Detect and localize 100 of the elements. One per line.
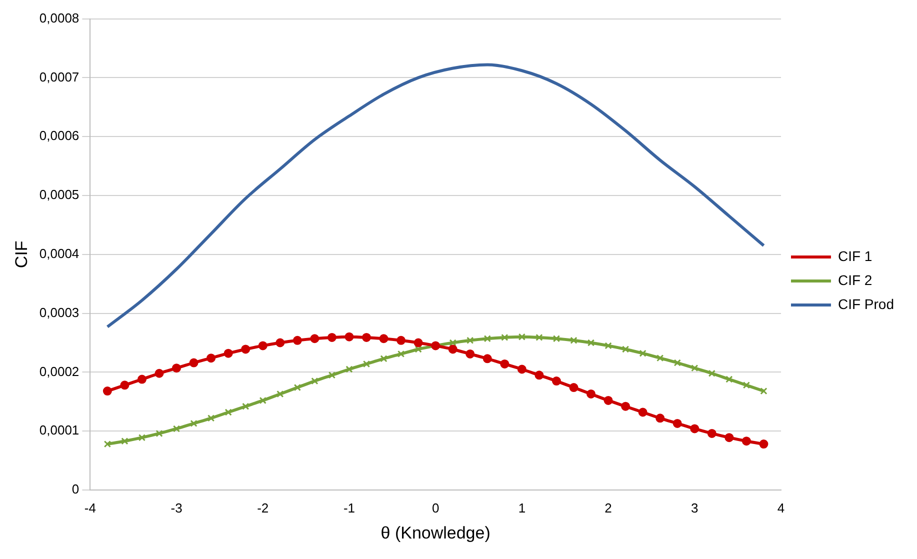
point xyxy=(517,364,526,374)
line-series xyxy=(106,63,766,328)
y-tick-label: 0,0001 xyxy=(39,422,80,438)
point xyxy=(501,334,508,342)
point xyxy=(362,332,371,342)
x-tick-label: -3 xyxy=(170,500,182,516)
point xyxy=(569,383,578,392)
x-tick-label: 2 xyxy=(604,500,612,516)
point xyxy=(552,376,561,386)
point xyxy=(327,332,336,342)
point xyxy=(154,368,164,378)
point xyxy=(224,348,233,358)
x-tick-label: 4 xyxy=(777,500,785,516)
point xyxy=(552,335,560,342)
point xyxy=(466,349,475,358)
point xyxy=(482,354,492,364)
point xyxy=(708,370,716,377)
point xyxy=(518,333,526,340)
point xyxy=(742,382,750,389)
point xyxy=(172,425,180,432)
point xyxy=(310,334,320,344)
y-tick-label: 0,0006 xyxy=(39,128,80,144)
point xyxy=(102,386,112,396)
x-tick-label: -1 xyxy=(343,500,355,516)
point xyxy=(656,414,665,423)
point xyxy=(207,414,215,422)
y-tick-label: 0,0004 xyxy=(39,246,80,261)
point xyxy=(156,430,163,438)
point xyxy=(690,424,700,434)
point xyxy=(206,354,216,363)
point xyxy=(759,440,768,449)
point xyxy=(674,359,681,366)
point xyxy=(742,436,751,446)
point xyxy=(622,346,630,353)
point xyxy=(586,389,596,398)
point xyxy=(138,434,146,442)
point xyxy=(121,438,128,445)
point xyxy=(241,344,250,354)
point xyxy=(397,350,405,358)
point xyxy=(414,346,422,353)
point xyxy=(104,440,112,448)
point xyxy=(621,402,630,411)
y-tick-label: 0,0003 xyxy=(39,304,80,320)
x-tick-label: 0 xyxy=(432,500,440,516)
point xyxy=(691,364,698,372)
point xyxy=(639,350,646,357)
point xyxy=(292,336,302,345)
point xyxy=(466,336,474,344)
point xyxy=(396,336,406,345)
point xyxy=(707,428,716,438)
point xyxy=(638,408,648,417)
point xyxy=(242,402,250,410)
point xyxy=(224,408,232,416)
x-tick-label: -2 xyxy=(257,500,269,516)
y-tick-label: 0,0008 xyxy=(39,10,80,26)
point xyxy=(328,372,336,379)
point xyxy=(344,332,354,342)
point xyxy=(380,355,388,362)
point xyxy=(604,342,612,350)
point xyxy=(536,334,543,342)
point xyxy=(276,390,284,398)
point xyxy=(500,359,510,368)
point xyxy=(258,341,268,350)
point xyxy=(294,384,301,392)
point xyxy=(484,335,491,342)
y-tick-label: 0,0007 xyxy=(39,69,80,84)
point xyxy=(276,338,285,348)
y-tick-label: 0 xyxy=(72,482,80,497)
point xyxy=(534,370,544,380)
point xyxy=(760,387,768,395)
point xyxy=(311,377,318,385)
point xyxy=(570,336,578,344)
point xyxy=(656,354,664,362)
point xyxy=(448,344,458,354)
legend-label: CIF 2 xyxy=(838,272,872,288)
x-axis-title: θ (Knowledge) xyxy=(380,523,490,542)
point xyxy=(449,339,456,346)
y-tick-label: 0,0002 xyxy=(39,364,80,379)
point xyxy=(379,334,388,344)
x-tick-label: -4 xyxy=(84,500,96,516)
point xyxy=(587,339,595,346)
legend-label: CIF 1 xyxy=(838,248,872,264)
point xyxy=(172,364,182,373)
point xyxy=(724,433,734,442)
point xyxy=(137,374,146,384)
point xyxy=(726,376,733,383)
point xyxy=(189,358,198,368)
x-tick-label: 3 xyxy=(691,500,698,516)
legend-label: CIF Prod xyxy=(838,296,894,312)
point xyxy=(362,360,370,368)
y-axis-title: CIF xyxy=(12,240,31,268)
x-tick-label: 1 xyxy=(518,500,526,516)
point xyxy=(259,396,266,404)
point xyxy=(672,418,682,428)
point xyxy=(414,338,423,348)
point xyxy=(120,380,130,390)
y-tick-label: 0,0005 xyxy=(39,187,80,202)
point xyxy=(604,396,613,405)
point xyxy=(190,420,198,428)
point xyxy=(346,366,353,373)
